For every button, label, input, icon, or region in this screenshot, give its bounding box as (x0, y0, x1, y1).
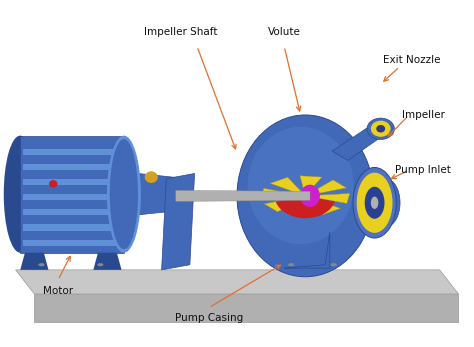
Polygon shape (264, 196, 305, 212)
Text: Pump Casing: Pump Casing (174, 313, 243, 323)
Ellipse shape (371, 121, 391, 137)
Ellipse shape (330, 263, 337, 266)
Polygon shape (121, 172, 188, 217)
Ellipse shape (110, 139, 138, 249)
Text: Volute: Volute (268, 27, 301, 37)
Polygon shape (162, 174, 195, 270)
Ellipse shape (300, 185, 320, 207)
Ellipse shape (371, 196, 378, 209)
Ellipse shape (107, 136, 141, 253)
Polygon shape (23, 149, 119, 155)
Ellipse shape (357, 173, 392, 233)
Polygon shape (305, 180, 346, 196)
Text: Impeller: Impeller (401, 110, 445, 120)
Ellipse shape (49, 180, 57, 188)
Ellipse shape (97, 263, 103, 266)
Ellipse shape (288, 263, 294, 266)
Polygon shape (305, 193, 350, 203)
Polygon shape (23, 239, 119, 246)
Polygon shape (23, 179, 119, 185)
Wedge shape (276, 196, 335, 218)
Ellipse shape (237, 115, 374, 277)
Text: Motor: Motor (43, 286, 73, 296)
Polygon shape (261, 188, 305, 198)
Polygon shape (284, 232, 330, 268)
Ellipse shape (367, 118, 394, 139)
Polygon shape (35, 294, 458, 322)
Polygon shape (20, 136, 124, 253)
Ellipse shape (373, 179, 400, 227)
Polygon shape (93, 253, 121, 270)
Text: Pump Inlet: Pump Inlet (395, 165, 451, 175)
Ellipse shape (145, 171, 158, 183)
Polygon shape (176, 191, 310, 201)
Ellipse shape (4, 136, 36, 253)
Ellipse shape (353, 168, 396, 238)
Polygon shape (20, 253, 48, 270)
Polygon shape (305, 196, 340, 214)
Ellipse shape (38, 263, 45, 266)
Text: Exit Nozzle: Exit Nozzle (383, 55, 440, 65)
Polygon shape (300, 176, 322, 196)
Ellipse shape (247, 127, 354, 244)
Polygon shape (16, 270, 458, 294)
Polygon shape (23, 209, 119, 215)
Text: Impeller Shaft: Impeller Shaft (144, 27, 217, 37)
Polygon shape (23, 225, 119, 231)
Polygon shape (270, 177, 305, 196)
Ellipse shape (365, 187, 384, 219)
Polygon shape (289, 196, 310, 216)
Ellipse shape (376, 125, 385, 133)
Polygon shape (332, 124, 385, 160)
Polygon shape (23, 194, 119, 200)
Polygon shape (23, 164, 119, 170)
